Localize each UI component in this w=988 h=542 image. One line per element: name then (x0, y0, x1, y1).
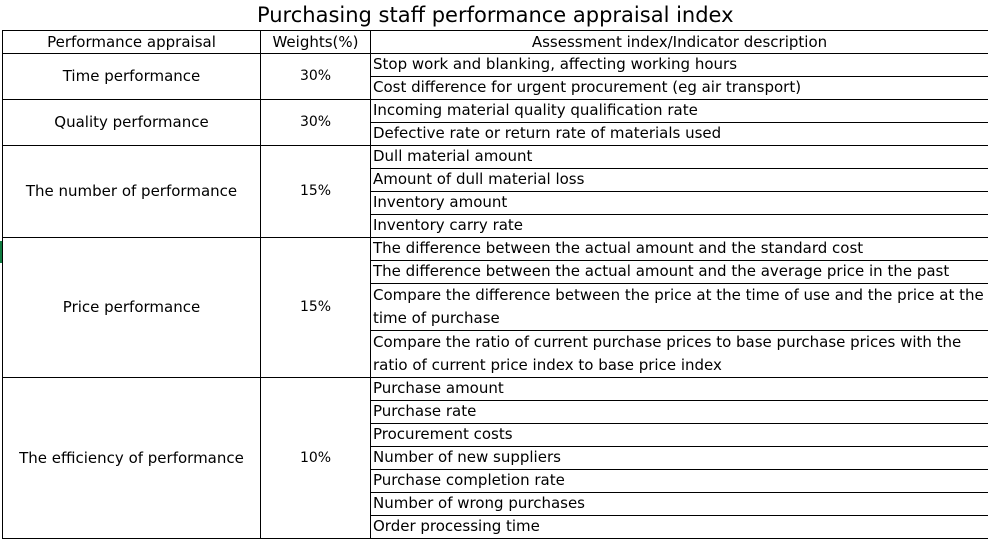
indicator-cell[interactable]: Purchase rate (370, 400, 988, 424)
header-performance-appraisal[interactable]: Performance appraisal (2, 30, 261, 54)
header-row: Performance appraisal Weights(%) Assessm… (2, 30, 988, 54)
table-row: Cost difference for urgent procurement (… (3, 76, 988, 100)
table-row: Purchase rate (3, 400, 988, 424)
table-row: Number of wrong purchases (3, 492, 988, 516)
indicator-cell[interactable]: Inventory amount (370, 191, 988, 215)
indicator-cell[interactable]: Stop work and blanking, affecting workin… (370, 53, 988, 77)
indicator-cell[interactable]: Purchase amount (370, 377, 988, 401)
category-cell[interactable]: The efficiency of performance (2, 377, 261, 539)
table-row: Compare the difference between the price… (3, 283, 988, 331)
weight-cell[interactable]: 15% (260, 145, 371, 238)
indicator-cell[interactable]: Number of new suppliers (370, 446, 988, 470)
category-cell[interactable]: The number of performance (2, 145, 261, 238)
indicator-cell[interactable]: Amount of dull material loss (370, 168, 988, 192)
weight-cell[interactable]: 30% (260, 99, 371, 146)
indicator-cell[interactable]: Dull material amount (370, 145, 988, 169)
header-weights[interactable]: Weights(%) (260, 30, 371, 54)
table-row: Inventory amount (3, 191, 988, 215)
indicator-cell[interactable]: Cost difference for urgent procurement (… (370, 76, 988, 100)
indicator-cell[interactable]: Procurement costs (370, 423, 988, 447)
table-row: The number of performance 15% Dull mater… (2, 145, 988, 238)
indicator-cell[interactable]: Defective rate or return rate of materia… (370, 122, 988, 146)
indicator-cell[interactable]: Purchase completion rate (370, 469, 988, 493)
table-row: The efficiency of performance 10% Purcha… (2, 377, 988, 539)
weight-cell[interactable]: 30% (260, 53, 371, 100)
table-title[interactable]: Purchasing staff performance appraisal i… (2, 0, 988, 31)
row-selection-marker (0, 241, 2, 263)
weight-cell[interactable]: 15% (260, 237, 371, 378)
table-row: Inventory carry rate (3, 214, 988, 238)
indicator-cell[interactable]: The difference between the actual amount… (370, 260, 988, 284)
table-row: Order processing time (3, 515, 988, 539)
weight-cell[interactable]: 10% (260, 377, 371, 539)
table-row: Number of new suppliers (3, 446, 988, 470)
table-row: Quality performance 30% Incoming materia… (2, 99, 988, 146)
table-row: Procurement costs (3, 423, 988, 447)
indicator-cell[interactable]: Compare the ratio of current purchase pr… (370, 330, 988, 378)
table-row: Purchase completion rate (3, 469, 988, 493)
indicator-cell[interactable]: Compare the difference between the price… (370, 283, 988, 331)
table-row: Time performance 30% Stop work and blank… (2, 53, 988, 100)
indicator-cell[interactable]: Incoming material quality qualification … (370, 99, 988, 123)
indicator-cell[interactable]: The difference between the actual amount… (370, 237, 988, 261)
indicator-cell[interactable]: Number of wrong purchases (370, 492, 988, 516)
header-assessment-index[interactable]: Assessment index/Indicator description (370, 30, 988, 54)
table-row: Price performance 15% The difference bet… (2, 237, 988, 378)
title-row: Purchasing staff performance appraisal i… (2, 0, 988, 31)
category-cell[interactable]: Price performance (2, 237, 261, 378)
category-cell[interactable]: Quality performance (2, 99, 261, 146)
indicator-cell[interactable]: Order processing time (370, 515, 988, 539)
indicator-cell[interactable]: Inventory carry rate (370, 214, 988, 238)
table-row: The difference between the actual amount… (3, 260, 988, 284)
category-cell[interactable]: Time performance (2, 53, 261, 100)
table-row: Defective rate or return rate of materia… (3, 122, 988, 146)
